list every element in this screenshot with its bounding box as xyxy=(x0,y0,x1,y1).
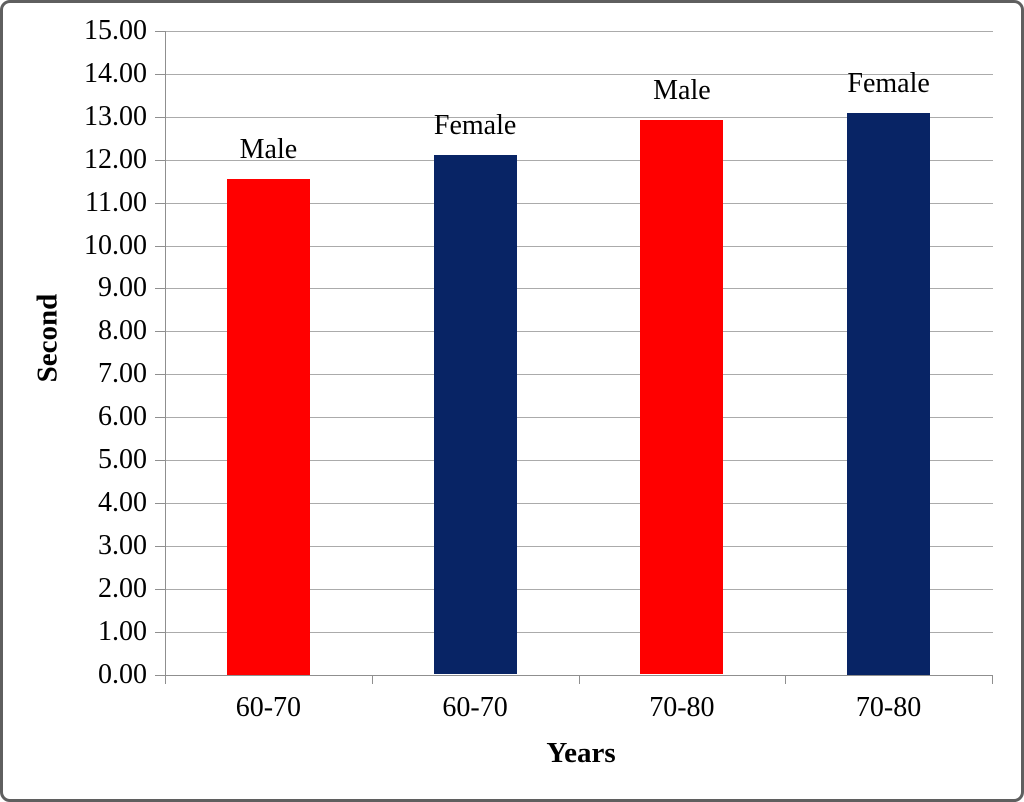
gridline xyxy=(166,374,993,376)
gridline xyxy=(166,545,993,547)
y-tick-label: 2.00 xyxy=(98,572,147,604)
gridline xyxy=(166,460,993,461)
x-tick-label: 70-80 xyxy=(855,692,922,723)
gridline xyxy=(166,631,993,633)
y-tick-mark xyxy=(155,417,165,419)
gridline xyxy=(166,31,993,32)
x-tick-mark xyxy=(992,674,993,684)
y-tick-mark xyxy=(155,502,165,504)
y-tick-mark xyxy=(155,674,165,676)
gridline xyxy=(166,159,993,161)
y-tick-label: 1.00 xyxy=(98,615,147,647)
bar-female-60-70 xyxy=(433,155,517,675)
x-tick-mark xyxy=(165,674,166,684)
y-tick-label: 4.00 xyxy=(98,486,147,518)
y-tick-label: 10.00 xyxy=(84,229,147,261)
bar-label: Female xyxy=(433,110,517,142)
y-tick-label: 6.00 xyxy=(98,401,147,433)
bar-label: Female xyxy=(847,67,930,99)
gridline xyxy=(166,73,993,75)
bar-male-70-80 xyxy=(640,119,724,675)
x-axis-title: Years xyxy=(546,737,616,769)
y-tick-mark xyxy=(155,31,165,32)
y-tick-mark xyxy=(155,73,165,75)
y-tick-label: 0.00 xyxy=(98,658,147,690)
x-tick-mark xyxy=(785,674,787,684)
y-tick-mark xyxy=(155,588,165,590)
y-tick-label: 3.00 xyxy=(98,529,147,561)
y-tick-label: 13.00 xyxy=(84,100,147,132)
y-tick-label: 5.00 xyxy=(98,444,147,475)
y-tick-mark xyxy=(155,202,165,204)
x-tick-label: 60-70 xyxy=(235,692,302,723)
gridline xyxy=(166,288,993,290)
y-tick-mark xyxy=(155,374,165,376)
y-axis-line xyxy=(165,31,166,683)
y-tick-mark xyxy=(155,245,165,247)
y-tick-mark xyxy=(155,331,165,333)
y-tick-mark xyxy=(155,159,165,161)
y-tick-label: 15.00 xyxy=(84,15,147,46)
y-tick-label: 7.00 xyxy=(98,358,147,390)
y-tick-mark xyxy=(155,460,165,461)
y-tick-mark xyxy=(155,116,165,118)
x-tick-mark xyxy=(371,674,373,684)
y-tick-label: 12.00 xyxy=(84,143,147,175)
bar-label: Male xyxy=(239,134,298,165)
bar-label: Male xyxy=(653,74,711,106)
plot-area: Male Female Male Female 0.00 1.00 2.00 3.00 4.00… xyxy=(3,3,1021,799)
gridline xyxy=(166,331,993,333)
bar-male-60-70 xyxy=(226,179,310,675)
y-tick-label: 11.00 xyxy=(85,186,147,218)
x-tick-label: 60-70 xyxy=(442,692,508,723)
y-tick-label: 9.00 xyxy=(98,272,147,304)
gridline xyxy=(166,202,993,204)
y-tick-label: 14.00 xyxy=(84,57,147,89)
y-tick-mark xyxy=(155,631,165,633)
gridline xyxy=(166,417,993,419)
bar-female-70-80 xyxy=(847,112,931,675)
x-tick-mark xyxy=(578,674,580,684)
y-tick-label: 8.00 xyxy=(98,315,147,347)
gridline xyxy=(166,502,993,504)
gridline xyxy=(166,588,993,590)
y-tick-mark xyxy=(155,288,165,290)
x-tick-label: 70-80 xyxy=(649,692,715,723)
gridline xyxy=(166,116,993,118)
gridline xyxy=(166,245,993,247)
y-tick-mark xyxy=(155,545,165,547)
